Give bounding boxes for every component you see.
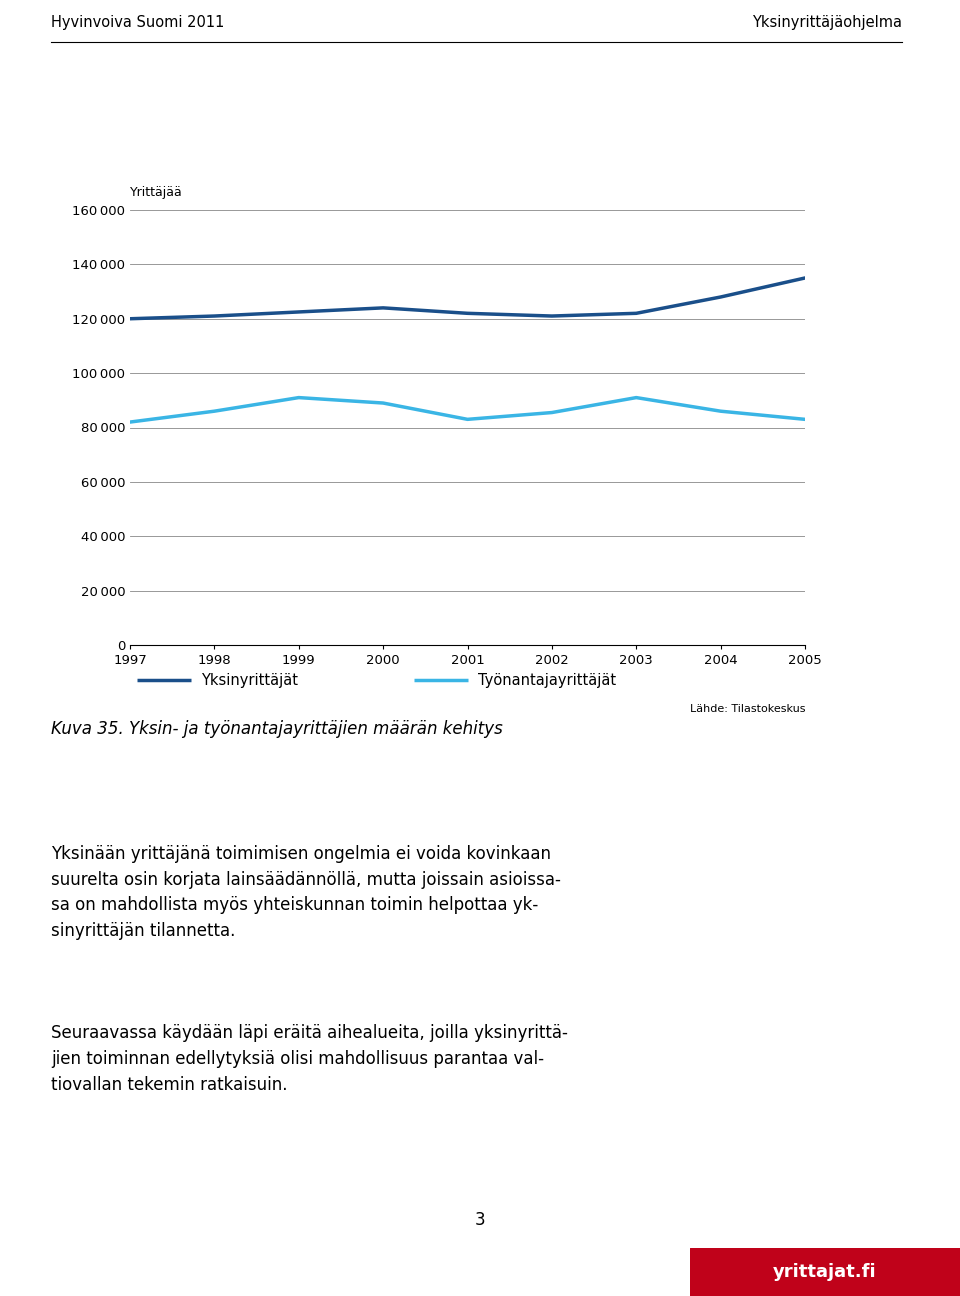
Text: Kuva 35. Yksin- ja työnantajayrittäjien määrän kehitys: Kuva 35. Yksin- ja työnantajayrittäjien … xyxy=(51,719,503,737)
Text: Työnantajayrittäjät: Työnantajayrittäjät xyxy=(478,673,615,687)
Text: yrittajat.fi: yrittajat.fi xyxy=(773,1264,876,1280)
Text: Yksinyrittäjät: Yksinyrittäjät xyxy=(201,673,298,687)
Text: 3: 3 xyxy=(474,1210,486,1229)
Text: Yksinyrittäjäohjelma: Yksinyrittäjäohjelma xyxy=(753,16,902,30)
Text: Hyvinvoiva Suomi 2011: Hyvinvoiva Suomi 2011 xyxy=(51,16,225,30)
Text: Seuraavassa käydään läpi eräitä aihealueita, joilla yksinyrittä-
jien toiminnan : Seuraavassa käydään läpi eräitä aihealue… xyxy=(51,1024,567,1094)
Text: Yksinään yrittäjänä toimimisen ongelmia ei voida kovinkaan
suurelta osin korjata: Yksinään yrittäjänä toimimisen ongelmia … xyxy=(51,845,561,940)
Text: Yrittäjää: Yrittäjää xyxy=(130,187,182,200)
Text: Lähde: Tilastokeskus: Lähde: Tilastokeskus xyxy=(689,704,805,714)
